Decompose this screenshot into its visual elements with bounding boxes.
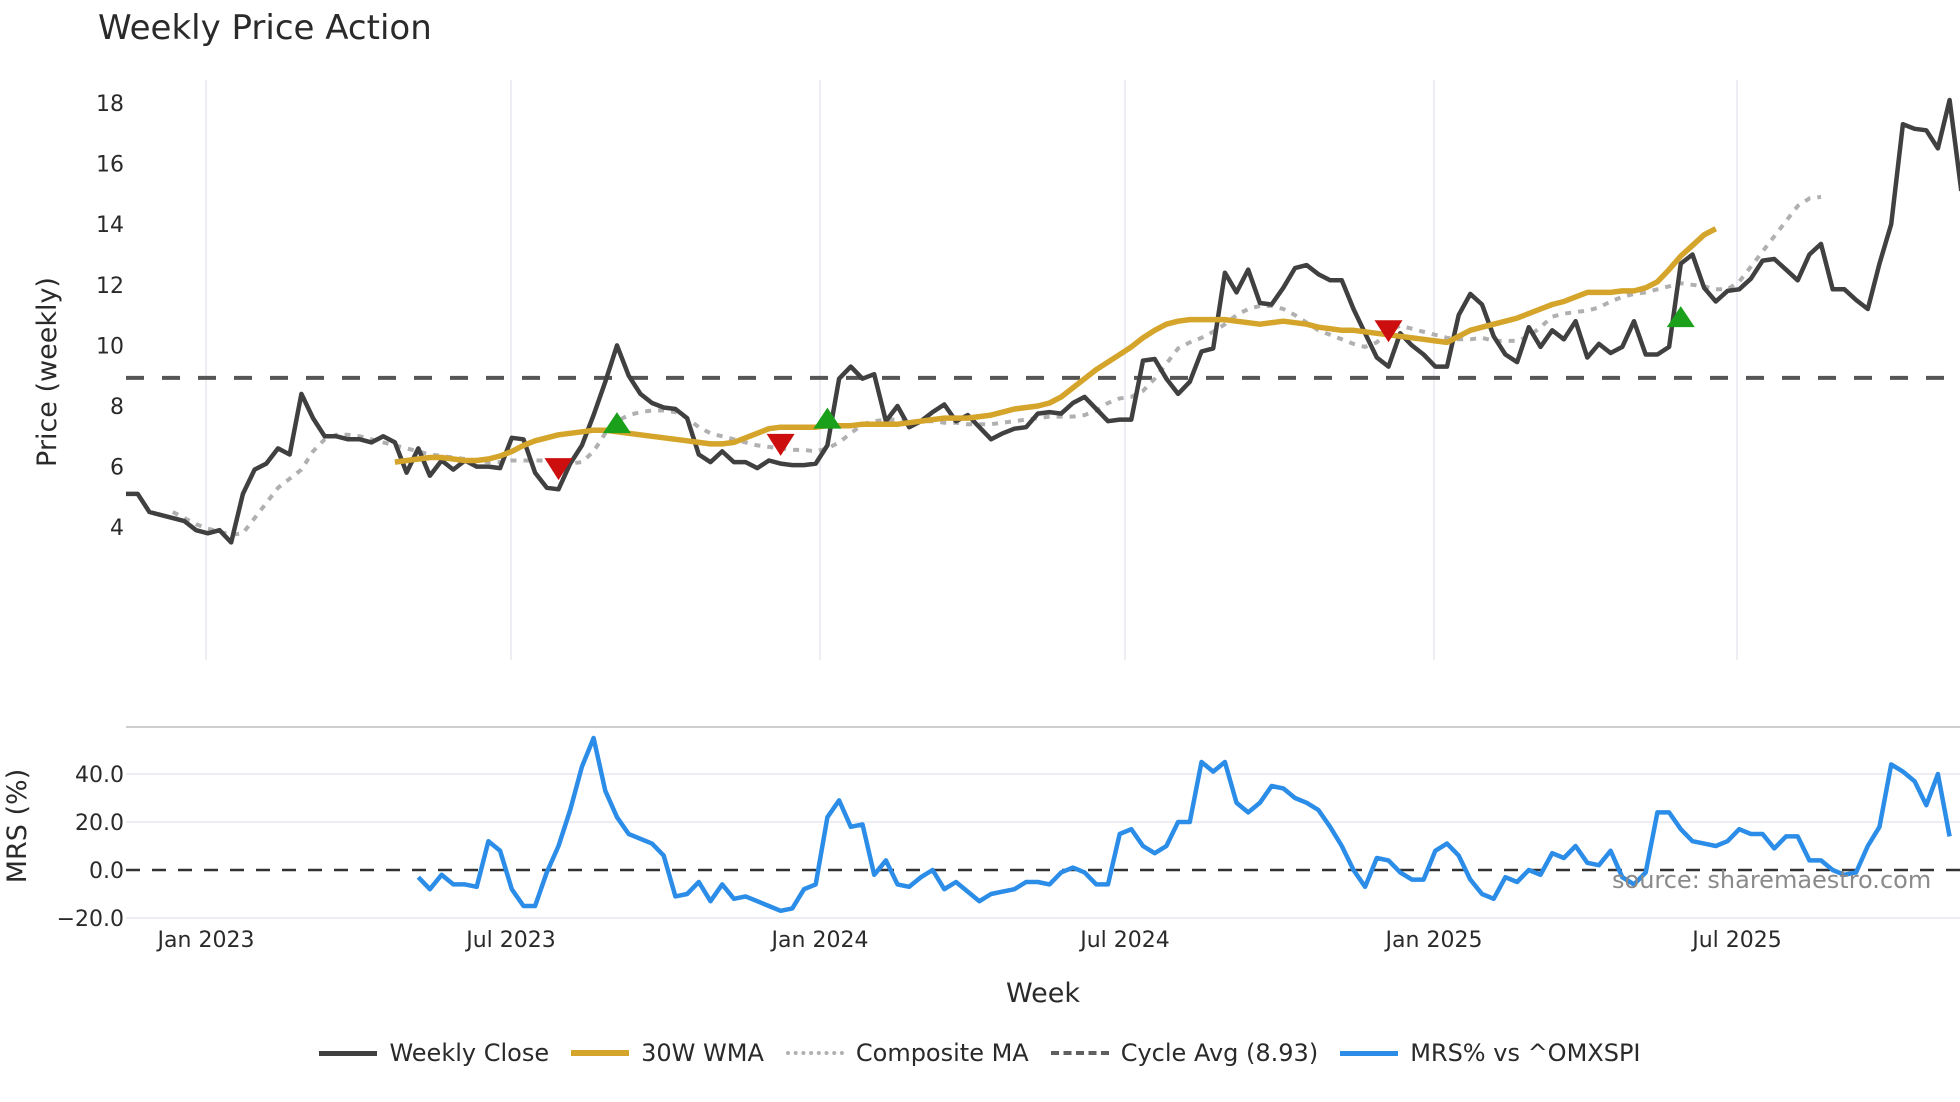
legend-label: Cycle Avg (8.93): [1120, 1039, 1319, 1067]
buy-signal-triangle-up-icon: [602, 412, 631, 434]
buy-signal-triangle-up-icon: [813, 407, 842, 429]
x-tick-label: Jan 2024: [770, 928, 869, 953]
y-tick-label: 6: [110, 456, 124, 481]
price-y-label: Price (weekly): [32, 277, 63, 467]
legend-swatch-icon: [1340, 1050, 1399, 1056]
price-y-axis: 4 6 8 10 12 14 16 18: [96, 92, 124, 541]
x-axis: Jan 2023 Jul 2023 Jan 2024 Jul 2024 Jan 2025…: [156, 928, 1782, 953]
y-tick-label: 14: [96, 213, 124, 238]
legend-label: 30W WMA: [641, 1039, 764, 1067]
price-gridlines: [205, 80, 1738, 660]
legend-item-cycle-avg[interactable]: Cycle Avg (8.93): [1050, 1039, 1319, 1067]
legend-swatch-icon: [785, 1051, 844, 1055]
y-tick-label: 20.0: [75, 811, 124, 836]
y-tick-label: −20.0: [57, 907, 124, 932]
legend-label: MRS% vs ^OMXSPI: [1410, 1039, 1641, 1067]
y-tick-label: 18: [96, 92, 124, 117]
legend-label: Composite MA: [855, 1039, 1029, 1067]
legend: Weekly Close 30W WMA Composite MA Cycle …: [0, 1036, 1960, 1070]
sell-signal-triangle-down-icon: [766, 433, 795, 456]
y-tick-label: 0.0: [89, 859, 124, 884]
mrs-line: [416, 735, 1952, 914]
legend-swatch-icon: [319, 1050, 378, 1056]
y-tick-label: 12: [96, 274, 124, 299]
chart-title: Weekly Price Action: [98, 8, 432, 48]
x-tick-label: Jul 2025: [1690, 928, 1782, 953]
source-watermark: source: sharemaestro.com: [1612, 866, 1932, 894]
mrs-plot: [126, 735, 1960, 914]
y-tick-label: 4: [110, 516, 124, 541]
legend-item-mrs[interactable]: MRS% vs ^OMXSPI: [1340, 1039, 1641, 1067]
buy-signal-triangle-up-icon: [1666, 306, 1695, 328]
wma-line: [394, 226, 1718, 465]
composite-ma-line: [171, 194, 1822, 537]
mrs-y-axis: −20.0 0.0 20.0 40.0: [57, 763, 124, 932]
legend-item-weekly-close[interactable]: Weekly Close: [319, 1039, 549, 1067]
legend-label: Weekly Close: [389, 1039, 550, 1067]
x-axis-label: Week: [1006, 978, 1080, 1009]
x-tick-label: Jan 2023: [156, 928, 255, 953]
legend-item-composite-ma[interactable]: Composite MA: [785, 1039, 1029, 1067]
y-tick-label: 16: [96, 153, 124, 178]
y-tick-label: 40.0: [75, 763, 124, 788]
y-tick-label: 10: [96, 334, 124, 359]
sell-signal-triangle-down-icon: [1374, 320, 1403, 343]
legend-swatch-icon: [1050, 1051, 1109, 1055]
price-plot: [126, 97, 1960, 545]
y-tick-label: 8: [110, 395, 124, 420]
x-tick-label: Jan 2025: [1384, 928, 1483, 953]
legend-swatch-icon: [571, 1050, 630, 1056]
x-tick-label: Jul 2024: [1078, 928, 1170, 953]
mrs-gridlines: [126, 773, 1960, 919]
weekly-close-line: [126, 97, 1960, 545]
mrs-y-label: MRS (%): [2, 769, 33, 884]
x-tick-label: Jul 2023: [464, 928, 556, 953]
legend-item-30w-wma[interactable]: 30W WMA: [571, 1039, 764, 1067]
sell-signal-triangle-down-icon: [544, 458, 573, 481]
